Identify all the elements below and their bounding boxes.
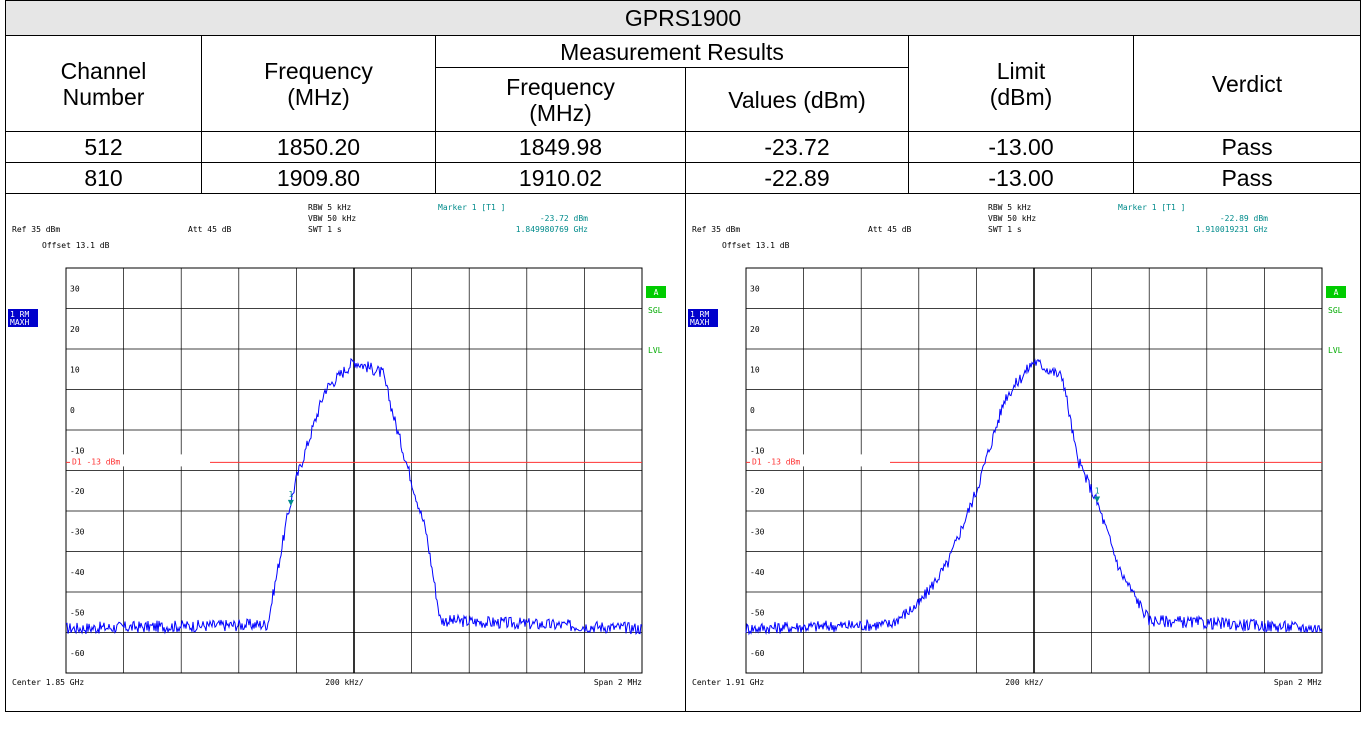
header-measurement-results: Measurement Results (435, 35, 909, 68)
header-channel-number: Channel Number (5, 35, 202, 132)
plot-cell-left: RBW 5 kHz VBW 50 kHz SWT 1 s Ref 35 dBm Att … (5, 193, 686, 712)
cell-verdict: Pass (1132, 162, 1362, 194)
y-tick-label: -60 (70, 649, 85, 658)
y-tick-label: 30 (750, 284, 760, 293)
att-label: Att 45 dB (188, 225, 232, 234)
cell-value: -23.72 (685, 131, 909, 163)
results-table: GPRS1900 Channel Number Frequency (MHz) … (4, 0, 1362, 712)
y-tick-label: -20 (70, 487, 85, 496)
limit-line-label: D1 -13 dBm (72, 457, 120, 466)
offset-label: Offset 13.1 dB (722, 241, 790, 250)
trace-label-1: 1 RM (10, 310, 29, 319)
ref-label: Ref 35 dBm (12, 225, 60, 234)
ref-label: Ref 35 dBm (692, 225, 740, 234)
y-tick-label: 20 (750, 325, 760, 334)
y-tick-label: -30 (750, 527, 765, 536)
table-title: GPRS1900 (4, 0, 1362, 36)
y-tick-label: 10 (70, 365, 80, 374)
swt-label: SWT 1 s (308, 225, 342, 234)
trace-label-2: MAXH (10, 318, 29, 327)
y-tick-label: -40 (70, 568, 85, 577)
trace-label-1: 1 RM (690, 310, 709, 319)
cell-limit: -13.00 (908, 131, 1134, 163)
cell-channel: 810 (5, 162, 202, 194)
header-verdict: Verdict (1132, 35, 1362, 132)
swt-label: SWT 1 s (988, 225, 1022, 234)
limit-line-label: D1 -13 dBm (752, 457, 800, 466)
marker-icon (287, 499, 294, 506)
marker-title: Marker 1 [T1 ] (438, 203, 505, 212)
badge-a-label: A (1334, 288, 1339, 297)
div-label: 200 kHz/ (325, 678, 364, 687)
y-tick-label: 20 (70, 325, 80, 334)
span-label: Span 2 MHz (1274, 678, 1322, 687)
trace-label-box (8, 309, 38, 327)
y-tick-label: 30 (70, 284, 80, 293)
sgl-label: SGL (1328, 306, 1343, 315)
span-label: Span 2 MHz (594, 678, 642, 687)
trace-label-box (688, 309, 718, 327)
y-tick-label: 0 (750, 406, 755, 415)
y-tick-label: 0 (70, 406, 75, 415)
marker-frequency: 1.849980769 GHz (516, 225, 588, 234)
marker-title: Marker 1 [T1 ] (1118, 203, 1185, 212)
y-tick-label: -50 (70, 608, 85, 617)
spectrum-plot-right: RBW 5 kHz VBW 50 kHz SWT 1 s Ref 35 dBm Att … (688, 203, 1346, 687)
cell-measured-frequency: 1910.02 (435, 162, 686, 194)
y-tick-label: -60 (750, 649, 765, 658)
y-tick-label: -40 (750, 568, 765, 577)
header-measured-frequency: Frequency (MHz) (435, 67, 686, 132)
marker-frequency: 1.910019231 GHz (1196, 225, 1268, 234)
y-tick-label: -50 (750, 608, 765, 617)
cell-limit: -13.00 (908, 162, 1134, 194)
trace-line (65, 357, 643, 636)
vbw-label: VBW 50 kHz (308, 214, 356, 223)
cell-frequency: 1850.20 (201, 131, 436, 163)
badge-a (1326, 286, 1346, 298)
limit-label-bg (750, 454, 890, 467)
y-tick-label: -20 (750, 487, 765, 496)
rbw-label: RBW 5 kHz (988, 203, 1032, 212)
limit-label-bg (70, 454, 210, 467)
header-frequency: Frequency (MHz) (201, 35, 436, 132)
marker-number: 1 (288, 490, 293, 499)
badge-a-label: A (654, 288, 659, 297)
spectrum-plot-left: RBW 5 kHz VBW 50 kHz SWT 1 s Ref 35 dBm Att … (8, 203, 666, 687)
center-label: Center 1.91 GHz (692, 678, 764, 687)
header-values: Values (dBm) (685, 67, 909, 132)
cell-frequency: 1909.80 (201, 162, 436, 194)
badge-a (646, 286, 666, 298)
vbw-label: VBW 50 kHz (988, 214, 1036, 223)
header-limit: Limit (dBm) (908, 35, 1134, 132)
y-tick-label: -10 (70, 446, 85, 455)
y-tick-label: -10 (750, 446, 765, 455)
offset-label: Offset 13.1 dB (42, 241, 110, 250)
plot-cell-right: RBW 5 kHz VBW 50 kHz SWT 1 s Ref 35 dBm Att … (684, 193, 1362, 712)
sgl-label: SGL (648, 306, 663, 315)
lvl-label: LVL (648, 346, 663, 355)
marker-icon (1094, 496, 1101, 503)
center-label: Center 1.85 GHz (12, 678, 84, 687)
y-tick-label: 10 (750, 365, 760, 374)
cell-verdict: Pass (1132, 131, 1362, 163)
trace-line (745, 358, 1323, 636)
lvl-label: LVL (1328, 346, 1343, 355)
marker-level: -23.72 dBm (540, 214, 588, 223)
div-label: 200 kHz/ (1005, 678, 1044, 687)
trace-label-2: MAXH (690, 318, 709, 327)
table-row: 512 1850.20 1849.98 -23.72 -13.00 Pass (5, 131, 1362, 163)
marker-level: -22.89 dBm (1220, 214, 1268, 223)
y-tick-label: -30 (70, 527, 85, 536)
cell-channel: 512 (5, 131, 202, 163)
att-label: Att 45 dB (868, 225, 912, 234)
cell-value: -22.89 (685, 162, 909, 194)
cell-measured-frequency: 1849.98 (435, 131, 686, 163)
table-row: 810 1909.80 1910.02 -22.89 -13.00 Pass (5, 162, 1362, 194)
rbw-label: RBW 5 kHz (308, 203, 352, 212)
marker-number: 1 (1095, 486, 1100, 495)
